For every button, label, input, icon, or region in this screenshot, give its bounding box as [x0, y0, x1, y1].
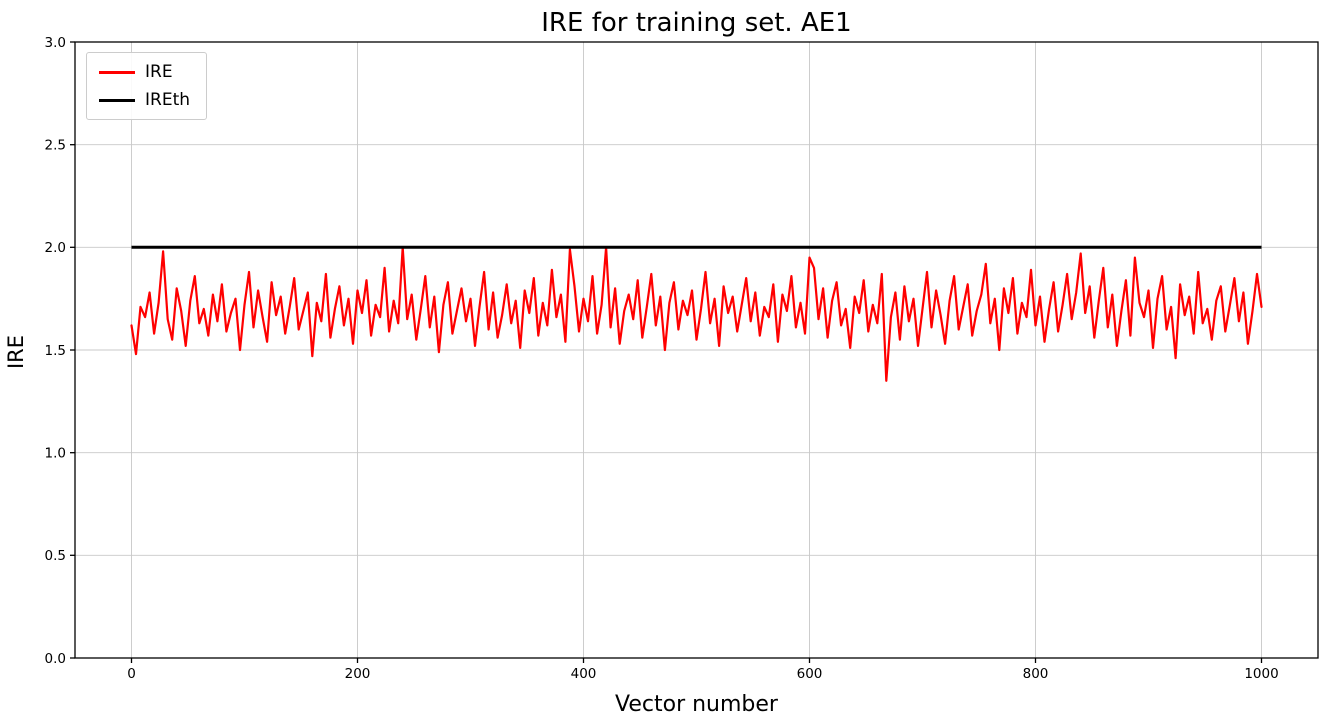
x-tick-label: 1000 — [1244, 666, 1278, 682]
chart-title: IRE for training set. AE1 — [541, 8, 852, 38]
legend-item: IREth — [99, 90, 190, 110]
legend: IRE IREth — [86, 52, 208, 120]
y-axis-label: IRE — [4, 334, 28, 370]
y-tick-label: 1.0 — [45, 446, 66, 462]
y-tick-label: 0.5 — [45, 548, 66, 564]
legend-line-sample — [99, 70, 135, 74]
x-tick-label: 200 — [345, 666, 371, 682]
legend-item: IRE — [99, 62, 190, 82]
legend-label: IRE — [145, 62, 173, 82]
legend-label: IREth — [145, 90, 191, 110]
ire-series-line — [130, 246, 1263, 382]
x-tick-label: 600 — [797, 666, 823, 682]
y-tick-label: 0.0 — [45, 651, 66, 667]
x-tick-label: 0 — [127, 666, 136, 682]
x-tick-label: 800 — [1023, 666, 1049, 682]
legend-line-sample — [99, 98, 135, 102]
y-tick-label: 2.0 — [45, 240, 66, 256]
x-axis-label: Vector number — [615, 692, 778, 717]
x-tick-label: 400 — [571, 666, 597, 682]
y-tick-label: 2.5 — [45, 138, 66, 154]
y-tick-label: 3.0 — [45, 35, 66, 51]
y-tick-label: 1.5 — [45, 343, 66, 359]
